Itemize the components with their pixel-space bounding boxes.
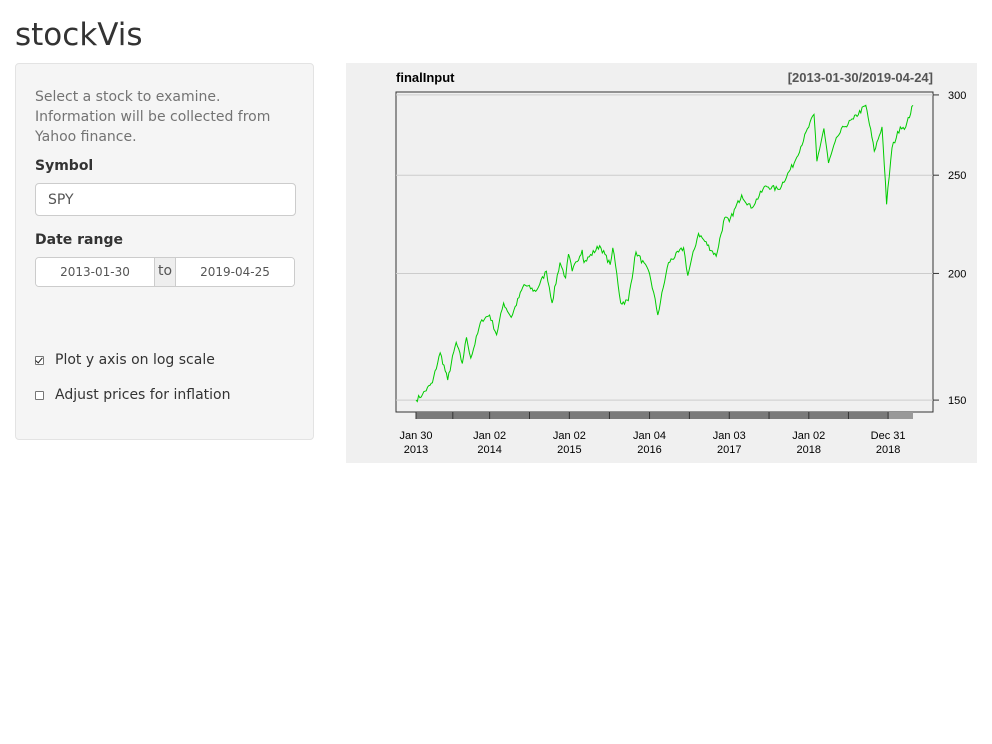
- x-tick-year-label: 2014: [477, 444, 501, 456]
- x-range-bar-segment: [729, 412, 770, 419]
- stock-chart: 150 200 250 300 Jan 30 2013 Jan 02 2014 Jan 02 2…: [395, 70, 966, 456]
- inflation-label[interactable]: Adjust prices for inflation: [55, 387, 231, 403]
- x-tick-year-label: 2018: [876, 444, 900, 456]
- x-range-bar-segment: [888, 412, 913, 419]
- date-range-separator: to: [154, 258, 176, 286]
- stock-chart-panel: 150 200 250 300 Jan 30 2013 Jan 02 2014 Jan 02 2…: [346, 63, 977, 463]
- inflation-checkbox[interactable]: [35, 390, 44, 400]
- sidebar-panel: Select a stock to examine. Information w…: [15, 63, 314, 440]
- x-tick-label: Dec 31: [871, 430, 906, 442]
- inflation-checkbox-row[interactable]: Adjust prices for inflation: [35, 387, 230, 403]
- price-series-line: [415, 104, 914, 403]
- x-tick-year-label: 2016: [637, 444, 661, 456]
- x-tick-year-label: 2017: [717, 444, 741, 456]
- x-tick-label: Jan 02: [473, 430, 506, 442]
- x-range-bar-segment: [848, 412, 889, 419]
- log-scale-label[interactable]: Plot y axis on log scale: [55, 352, 215, 368]
- symbol-input[interactable]: [35, 183, 296, 216]
- x-tick-year-label: 2018: [797, 444, 821, 456]
- x-tick-label: Jan 04: [633, 430, 666, 442]
- x-tick-year-label: 2013: [404, 444, 428, 456]
- y-tick-label: 200: [948, 268, 966, 280]
- x-range-bar-segment: [689, 412, 730, 419]
- chart-title: finalInput: [396, 70, 455, 85]
- start-date-input[interactable]: [36, 258, 154, 286]
- x-tick-label: Jan 30: [399, 430, 432, 442]
- end-date-input[interactable]: [176, 258, 294, 286]
- plot-frame: [395, 91, 934, 413]
- chart-date-range: [2013-01-30/2019-04-24]: [788, 70, 933, 85]
- log-scale-checkbox[interactable]: [35, 355, 44, 365]
- x-range-bar-segment: [769, 412, 809, 419]
- x-tick-label: Jan 02: [792, 430, 825, 442]
- y-tick-label: 250: [948, 170, 966, 182]
- x-tick-label: Jan 03: [713, 430, 746, 442]
- y-tick-label: 150: [948, 395, 966, 407]
- x-range-bar-segment: [529, 412, 570, 419]
- x-range-bar-segment: [416, 412, 453, 419]
- date-range-input: to: [35, 257, 295, 287]
- app-title: stockVis: [15, 17, 143, 53]
- x-range-bar-segment: [808, 412, 849, 419]
- x-tick-year-label: 2015: [557, 444, 581, 456]
- y-tick-label: 300: [948, 90, 966, 102]
- x-range-bar-segment: [569, 412, 610, 419]
- help-text: Select a stock to examine. Information w…: [35, 89, 271, 145]
- x-range-bar-segment: [609, 412, 650, 419]
- x-tick-label: Jan 02: [553, 430, 586, 442]
- x-range-bar-segment: [452, 412, 490, 419]
- x-range-bar-segment: [649, 412, 690, 419]
- symbol-label: Symbol: [35, 158, 94, 174]
- date-range-label: Date range: [35, 232, 123, 248]
- x-range-bar-segment: [489, 412, 530, 419]
- log-scale-checkbox-row[interactable]: Plot y axis on log scale: [35, 352, 215, 368]
